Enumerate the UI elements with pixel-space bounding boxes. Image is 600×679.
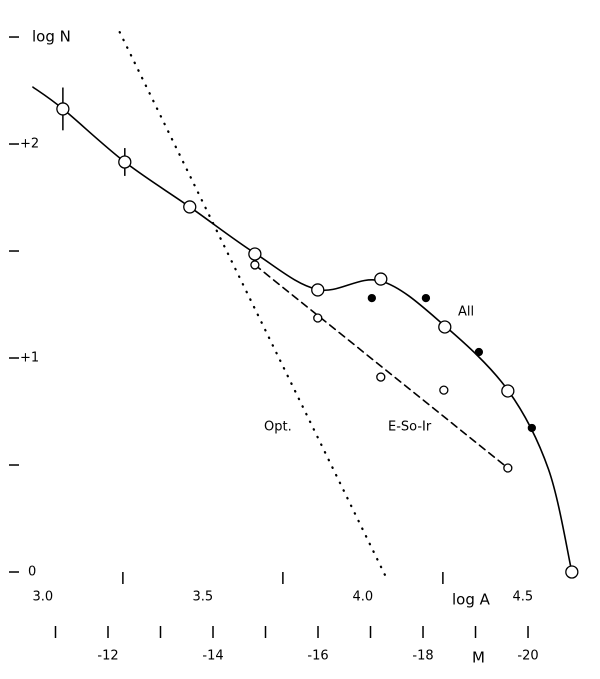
y-tick-label: +1	[20, 351, 39, 366]
x-tick-label: 3.0	[33, 590, 54, 605]
series-label: E-So-Ir	[388, 420, 432, 435]
point	[56, 102, 70, 116]
x2-tick-label: -18	[412, 649, 433, 664]
x2-tick-label: -20	[517, 649, 538, 664]
point	[503, 463, 513, 473]
fit-line	[32, 86, 573, 573]
y-tick-label: +2	[20, 137, 39, 152]
y-axis-label: log N	[32, 28, 71, 46]
fit-line	[254, 264, 509, 469]
point	[438, 320, 452, 334]
point	[250, 260, 260, 270]
x2-tick-label: -16	[307, 649, 328, 664]
fit-line	[118, 30, 387, 577]
x2-tick-label: -14	[202, 649, 223, 664]
point	[376, 372, 386, 382]
x2-tick-label: -12	[97, 649, 118, 664]
point	[527, 423, 536, 433]
point	[311, 283, 325, 297]
x-tick-label: 4.5	[513, 590, 534, 605]
point	[474, 347, 484, 357]
fit-label: Opt.	[264, 420, 292, 435]
point	[118, 155, 132, 169]
point	[374, 272, 388, 286]
point	[421, 293, 431, 303]
point	[183, 200, 197, 214]
point	[248, 247, 262, 261]
x-tick-label: 3.5	[193, 590, 214, 605]
x-tick-label: 4.0	[353, 590, 374, 605]
x-axis-label: log A	[452, 591, 491, 609]
point	[313, 313, 323, 323]
point	[565, 565, 579, 579]
point	[439, 385, 449, 395]
point	[367, 293, 376, 303]
series-label: All	[458, 305, 474, 320]
point	[501, 384, 515, 398]
x2-axis-label: M	[472, 649, 485, 667]
y-tick-label: 0	[28, 565, 36, 580]
